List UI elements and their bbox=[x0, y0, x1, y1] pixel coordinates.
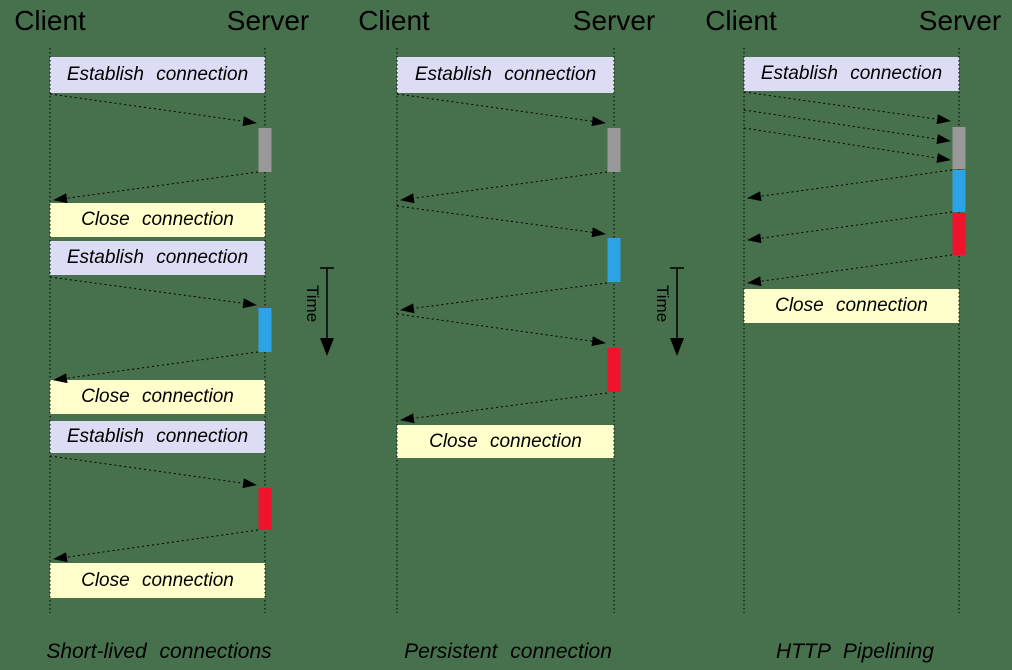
server-processing-block-gray bbox=[607, 128, 621, 172]
response-arrow bbox=[53, 351, 259, 384]
server-processing-block-blue bbox=[952, 170, 966, 212]
diagram-caption: Persistent connection bbox=[404, 640, 612, 663]
diagram-caption: HTTP Pipelining bbox=[776, 640, 934, 663]
diagram-pipelining bbox=[743, 48, 966, 613]
close-connection-box bbox=[50, 380, 265, 414]
time-axis-2 bbox=[670, 267, 684, 356]
diagram-caption: Short-lived connections bbox=[46, 640, 272, 663]
response-arrow bbox=[747, 169, 953, 202]
server-processing-block-blue bbox=[607, 238, 621, 282]
diagram-persistent bbox=[396, 48, 621, 613]
server-processing-block-red bbox=[258, 488, 272, 530]
establish-connection-label: Establish connection bbox=[414, 64, 597, 85]
time-label: Time bbox=[303, 285, 322, 323]
request-arrow bbox=[396, 205, 606, 238]
server-label: Server bbox=[572, 5, 656, 36]
server-label: Server bbox=[226, 5, 310, 36]
response-arrow bbox=[747, 254, 953, 287]
request-arrow bbox=[49, 93, 257, 127]
server-processing-block-red bbox=[607, 348, 621, 392]
client-label: Client bbox=[358, 5, 430, 36]
establish-connection-box bbox=[50, 421, 265, 453]
request-arrow bbox=[49, 455, 257, 489]
establish-connection-label: Establish connection bbox=[66, 426, 249, 447]
server-processing-block-blue bbox=[258, 308, 272, 352]
time-axis-arrowhead-icon bbox=[320, 338, 334, 356]
establish-connection-label: Establish connection bbox=[66, 64, 249, 85]
request-arrow bbox=[396, 93, 606, 127]
request-arrow bbox=[743, 127, 951, 163]
time-label: Time bbox=[653, 285, 672, 323]
close-connection-label: Close connection bbox=[81, 209, 234, 230]
client-label: Client bbox=[14, 5, 86, 36]
close-connection-label: Close connection bbox=[429, 430, 582, 452]
server-processing-block-gray bbox=[258, 128, 272, 172]
request-arrow bbox=[396, 313, 606, 347]
close-connection-box bbox=[50, 563, 265, 598]
diagram-short-lived bbox=[49, 48, 272, 613]
close-connection-box bbox=[397, 425, 614, 458]
establish-connection-box bbox=[744, 57, 959, 91]
response-arrow bbox=[400, 392, 608, 424]
close-connection-label: Close connection bbox=[81, 569, 234, 591]
request-arrow bbox=[743, 109, 951, 145]
response-arrow bbox=[53, 529, 259, 563]
server-label: Server bbox=[918, 5, 1002, 36]
response-arrow bbox=[747, 211, 953, 244]
response-arrow bbox=[400, 282, 608, 314]
client-label: Client bbox=[705, 5, 777, 36]
server-processing-block-gray bbox=[952, 127, 966, 169]
establish-connection-label: Establish connection bbox=[760, 63, 943, 84]
response-arrow bbox=[53, 171, 259, 204]
request-arrow bbox=[49, 276, 257, 309]
establish-connection-label: Establish connection bbox=[66, 247, 249, 268]
time-axis-arrowhead-icon bbox=[670, 338, 684, 356]
close-connection-box bbox=[50, 203, 265, 237]
establish-connection-box bbox=[50, 57, 265, 93]
server-processing-block-red bbox=[952, 213, 966, 255]
establish-connection-box bbox=[397, 57, 614, 93]
close-connection-label: Close connection bbox=[81, 386, 234, 407]
establish-connection-box bbox=[50, 241, 265, 275]
time-axis-1 bbox=[320, 267, 334, 356]
close-connection-box bbox=[744, 289, 959, 323]
response-arrow bbox=[400, 171, 608, 204]
request-arrow bbox=[743, 91, 951, 125]
close-connection-label: Close connection bbox=[775, 295, 928, 316]
